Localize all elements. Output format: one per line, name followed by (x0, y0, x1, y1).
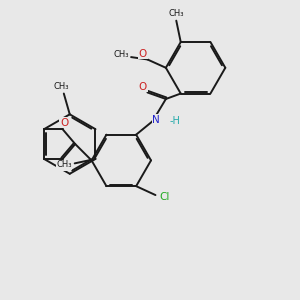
Text: CH₃: CH₃ (56, 160, 72, 169)
Text: O: O (60, 118, 68, 128)
Text: -H: -H (170, 116, 181, 126)
Text: N: N (152, 115, 160, 125)
Text: CH₃: CH₃ (53, 82, 69, 91)
Text: CH₃: CH₃ (169, 9, 184, 18)
Text: Cl: Cl (159, 191, 170, 202)
Text: N: N (60, 160, 68, 170)
Text: CH₃: CH₃ (114, 50, 129, 59)
Text: O: O (139, 82, 147, 92)
Text: O: O (139, 49, 147, 58)
